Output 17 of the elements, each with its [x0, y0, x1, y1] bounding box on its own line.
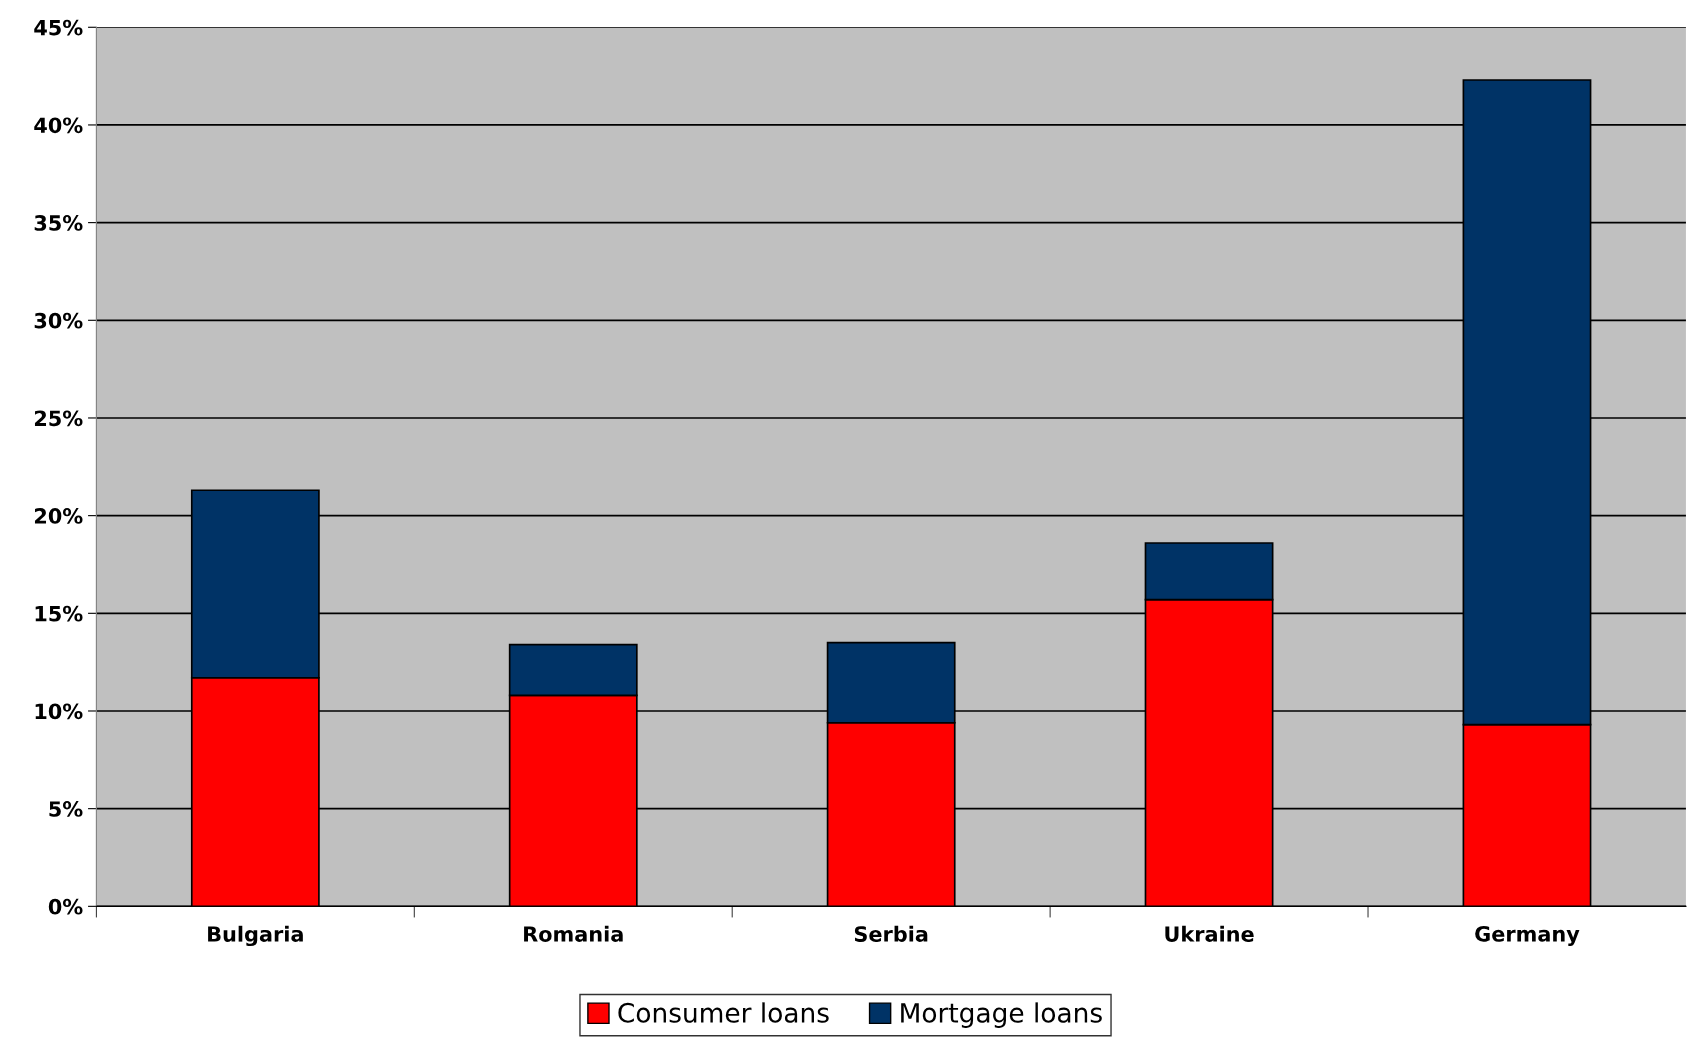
x-tick-label: Romania — [524, 925, 623, 942]
y-tick-label: 5% — [49, 801, 83, 817]
x-tick-label: Serbia — [854, 925, 928, 942]
y-tick-label: 25% — [34, 410, 83, 427]
legend-label: Mortgage loans — [901, 1002, 1102, 1028]
y-tick-label: 15% — [35, 605, 83, 622]
y-tick-label: 40% — [34, 117, 83, 134]
x-tick-label: Ukraine — [1165, 925, 1254, 942]
y-tick-label: 0% — [48, 898, 83, 915]
x-tick-label: Germany — [1475, 925, 1580, 946]
x-tick-label: Bulgaria — [208, 925, 303, 947]
y-tick-label: 35% — [34, 215, 83, 231]
legend-label: Consumer loans — [618, 1002, 829, 1023]
y-tick-label: 45% — [34, 19, 83, 36]
y-tick-label: 10% — [35, 703, 83, 720]
y-tick-label: 30% — [34, 312, 83, 329]
y-tick-label: 20% — [34, 508, 83, 524]
